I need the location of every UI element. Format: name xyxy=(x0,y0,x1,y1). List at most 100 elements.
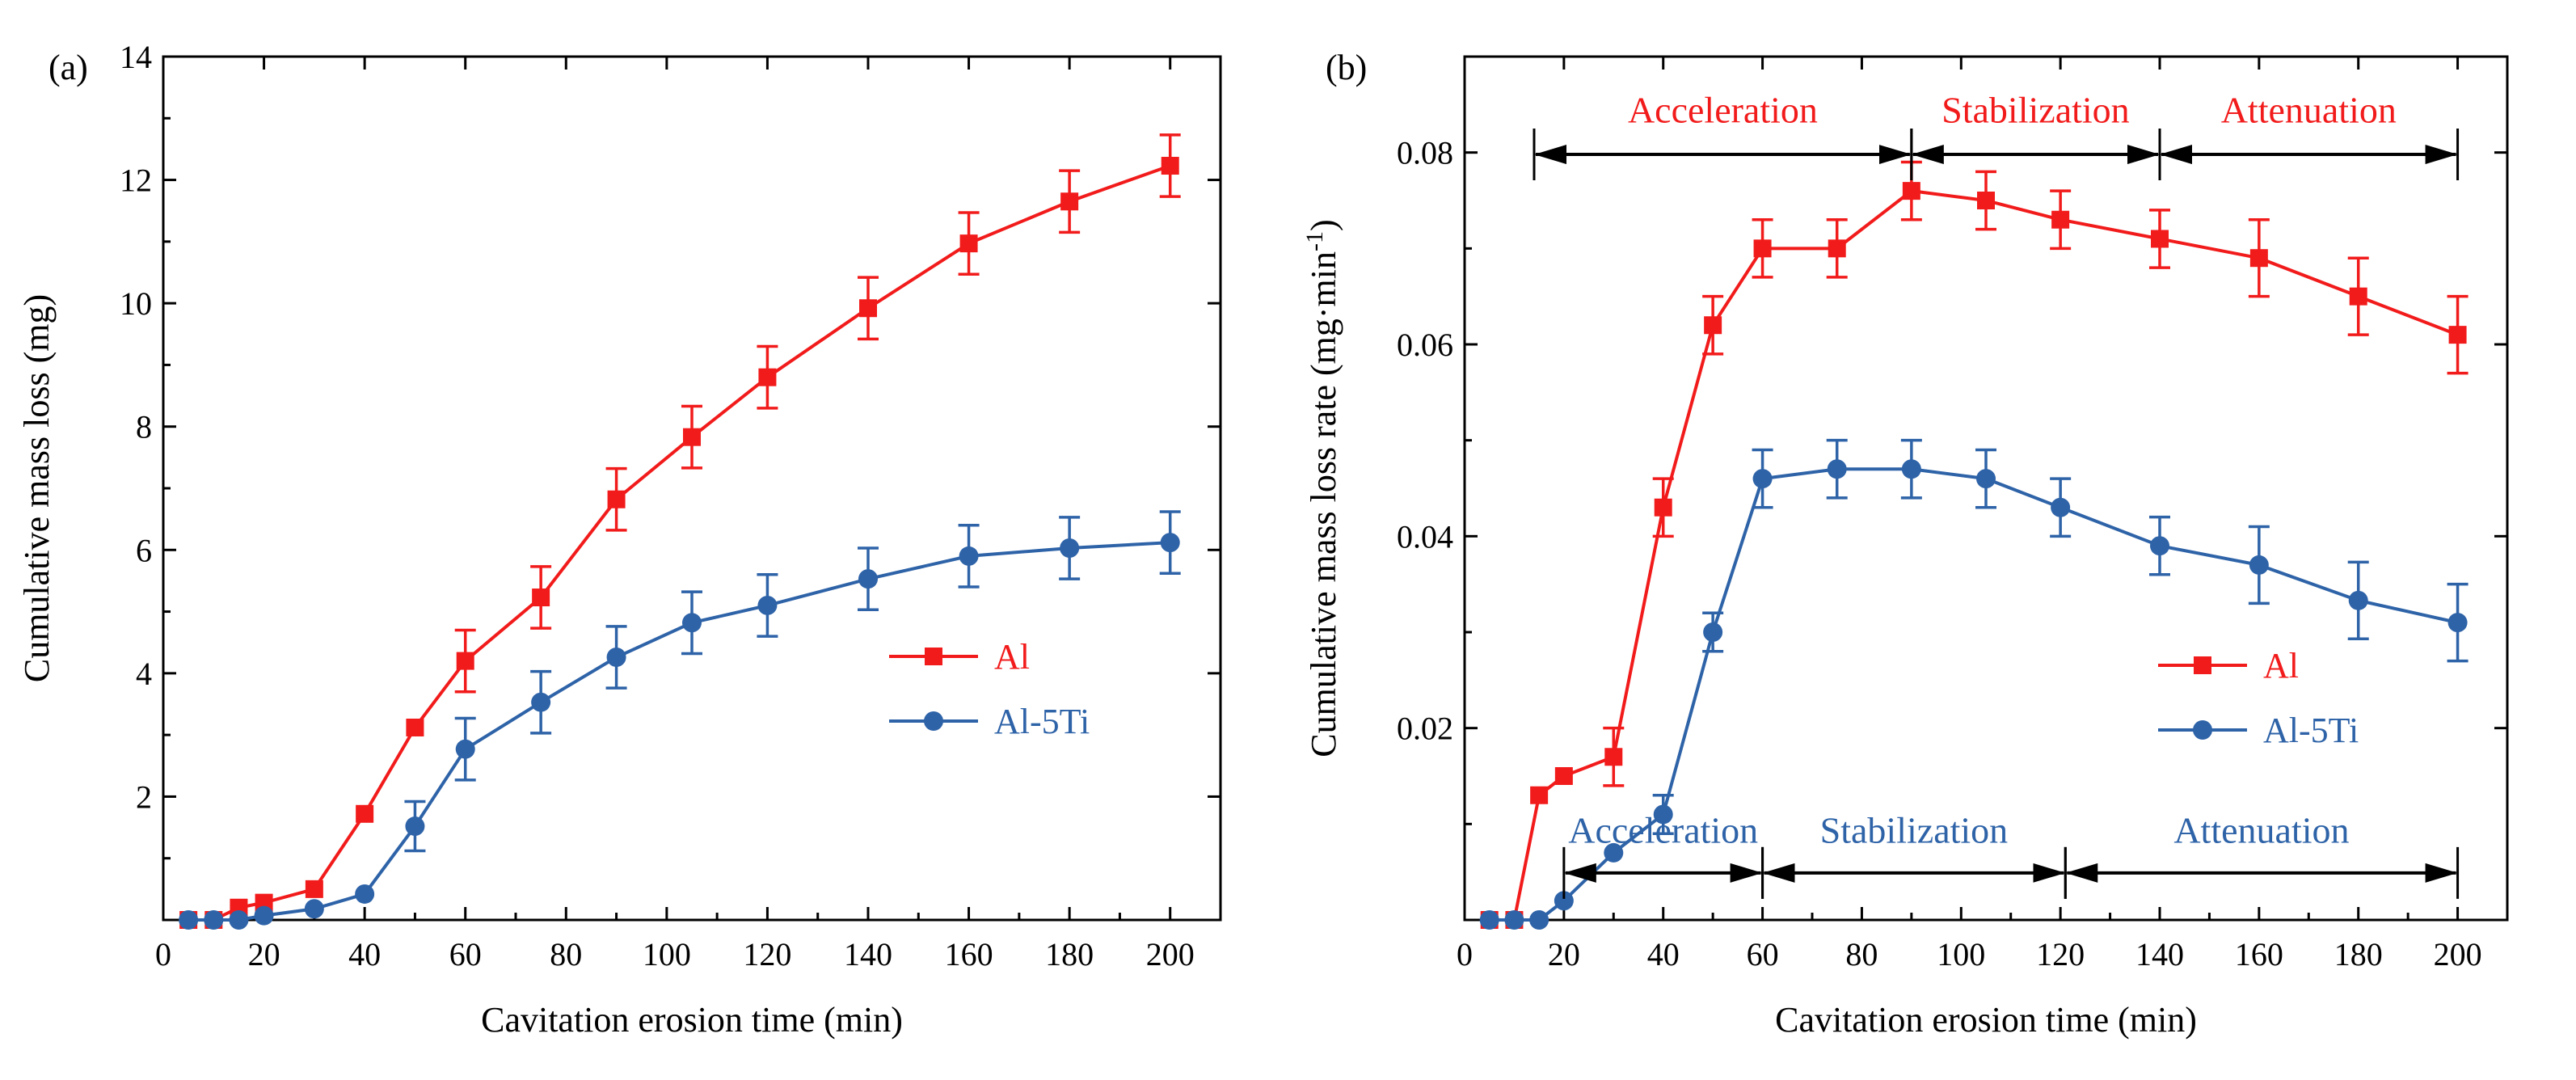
data-point-al5ti xyxy=(1901,459,1921,479)
x-tick-label: 140 xyxy=(2135,936,2184,972)
y-tick-label: 0.08 xyxy=(1397,135,1453,171)
data-point-al5ti xyxy=(858,569,878,589)
data-point-al5ti xyxy=(2051,497,2071,517)
phase-label-al: Acceleration xyxy=(1628,89,1818,130)
y-axis-title: Cumulative mass loss (mg) xyxy=(17,294,57,682)
data-point-al5ti xyxy=(2249,555,2269,575)
y-tick-label: 14 xyxy=(120,39,152,75)
x-tick-label: 60 xyxy=(1747,936,1779,972)
panel-label: (b) xyxy=(1326,48,1367,87)
data-point-al xyxy=(1161,157,1179,175)
data-point-al xyxy=(1654,498,1672,517)
legend-label-al: Al xyxy=(2263,646,2299,686)
data-point-al xyxy=(2349,287,2367,306)
data-point-al5ti xyxy=(606,648,626,668)
x-tick-label: 180 xyxy=(2334,936,2383,972)
data-point-al xyxy=(1704,316,1722,335)
legend-label-al: Al xyxy=(994,637,1030,677)
data-point-al xyxy=(859,299,877,318)
series-line-al xyxy=(188,164,1171,922)
data-point-al5ti xyxy=(304,899,324,919)
phase-label-al5ti: Stabilization xyxy=(1820,809,2009,850)
y-tick-label: 0.04 xyxy=(1397,518,1453,555)
y-axis-title-main: Cumulative mass loss rate (mg·min xyxy=(1304,251,1343,757)
data-point-al xyxy=(406,718,424,736)
data-point-al xyxy=(607,490,626,508)
data-point-al5ti xyxy=(2348,590,2368,610)
data-point-al5ti xyxy=(959,546,979,566)
x-tick-label: 20 xyxy=(248,936,280,972)
data-point-al xyxy=(456,652,474,670)
x-tick-label: 20 xyxy=(1548,936,1580,972)
x-tick-label: 100 xyxy=(1937,936,1985,972)
data-point-al xyxy=(1977,192,1995,209)
panel-b: 0 20 40 60 80 100 120 140 160 180 200 0.02 0.04 0.06 0… xyxy=(1301,48,2509,1040)
data-point-al5ti xyxy=(355,884,375,904)
data-point-al xyxy=(2051,210,2070,229)
x-tick-label: 80 xyxy=(550,936,582,972)
data-point-al5ti xyxy=(229,910,249,930)
y-tick-label: 12 xyxy=(120,162,152,199)
phase-label-al5ti: Attenuation xyxy=(2173,809,2349,850)
x-tick-label: 100 xyxy=(643,936,691,972)
x-tick-label: 180 xyxy=(1045,936,1094,972)
data-point-al5ti xyxy=(1529,910,1549,930)
data-point-al5ti xyxy=(757,595,778,615)
data-point-al xyxy=(356,804,374,823)
data-point-al5ti xyxy=(1160,533,1180,553)
x-tick-label: 40 xyxy=(1647,936,1680,972)
x-tick-label: 80 xyxy=(1845,936,1878,972)
data-point-al xyxy=(1753,239,1772,258)
x-tick-label: 140 xyxy=(844,936,892,972)
data-point-al xyxy=(1828,239,1846,258)
plot-frame xyxy=(1463,55,2509,922)
data-point-al xyxy=(683,428,701,446)
data-point-al5ti xyxy=(1827,459,1847,479)
plot-frame xyxy=(162,55,1222,922)
x-tick-label: 120 xyxy=(743,936,791,972)
y-tick-label: 8 xyxy=(136,409,152,445)
phase-label-al5ti: Acceleration xyxy=(1568,809,1758,850)
legend-label-al5ti: Al-5Ti xyxy=(2263,711,2359,750)
x-tick-label: 120 xyxy=(2036,936,2085,972)
data-point-al5ti xyxy=(1752,469,1773,489)
x-axis-title: Cavitation erosion time (min) xyxy=(481,1000,903,1040)
x-axis-title: Cavitation erosion time (min) xyxy=(1775,1000,2197,1040)
y-axis-title-close: ) xyxy=(1304,219,1343,231)
y-tick-label: 4 xyxy=(136,656,152,692)
x-tick-label: 160 xyxy=(2235,936,2283,972)
x-tick-label: 200 xyxy=(2434,936,2482,972)
data-point-al xyxy=(1902,182,1920,200)
data-point-al xyxy=(1604,748,1623,766)
data-point-al5ti xyxy=(1479,910,1499,930)
x-tick-label: 40 xyxy=(348,936,381,972)
x-tick-label: 0 xyxy=(155,936,171,972)
data-point-al5ti xyxy=(2447,613,2468,633)
data-point-al5ti xyxy=(1554,891,1574,911)
x-tick-label: 200 xyxy=(1146,936,1195,972)
data-point-al xyxy=(758,368,777,386)
data-point-al5ti xyxy=(2150,536,2169,556)
data-point-al xyxy=(305,880,323,898)
x-tick-label: 60 xyxy=(449,936,482,972)
y-axis-title-superscript: -1 xyxy=(1301,231,1328,251)
y-tick-label: 2 xyxy=(136,778,152,815)
data-point-al5ti xyxy=(204,910,224,930)
phase-label-al: Attenuation xyxy=(2221,89,2397,130)
panel-label: (a) xyxy=(48,48,88,87)
data-point-al5ti xyxy=(1604,842,1624,863)
panel-a: 0 20 40 60 80 100 120 140 160 180 200 2 4 6 8 10 12 14 Cav… xyxy=(17,39,1222,1040)
data-point-al xyxy=(1530,786,1549,804)
x-tick-label: 0 xyxy=(1457,936,1473,972)
data-point-al xyxy=(2151,230,2169,248)
data-point-al5ti xyxy=(405,816,425,837)
data-point-al xyxy=(2249,249,2268,268)
data-point-al5ti xyxy=(1653,804,1673,825)
series-line-al5ti xyxy=(188,541,1170,922)
y-tick-label: 0.06 xyxy=(1397,327,1453,363)
legend-marker-al xyxy=(925,648,942,665)
data-point-al5ti xyxy=(1703,622,1723,642)
series-line-al5ti xyxy=(1489,467,2459,922)
data-point-al5ti xyxy=(682,613,702,633)
